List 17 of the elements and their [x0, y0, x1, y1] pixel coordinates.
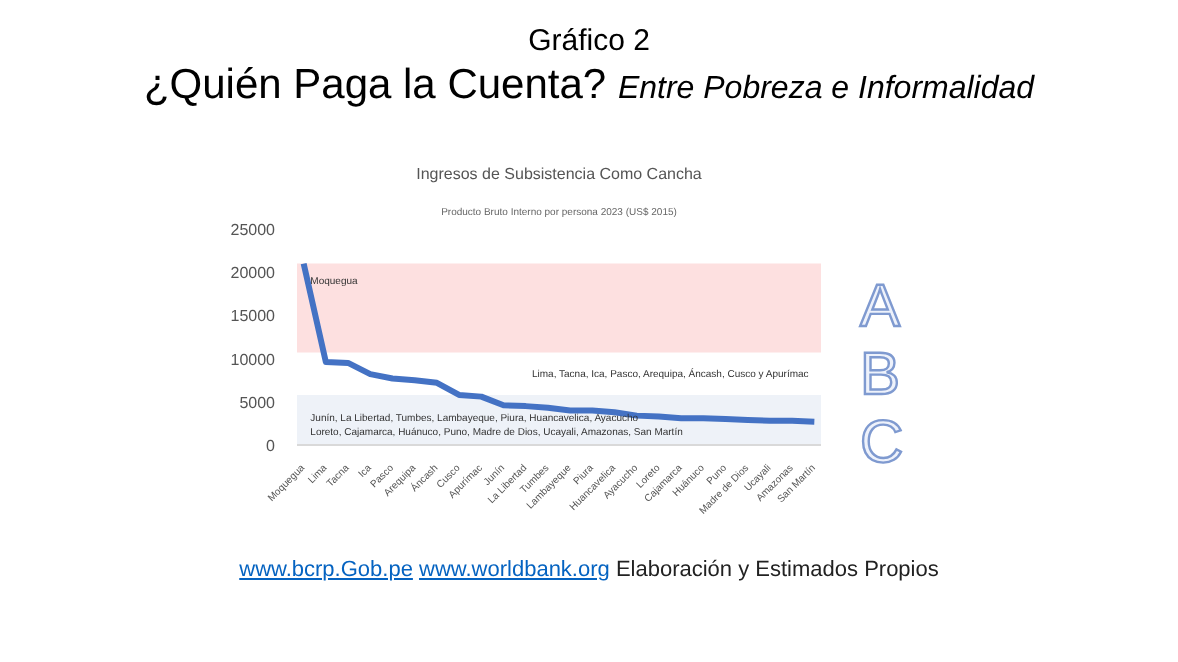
line-series [300, 260, 818, 425]
text: Entre Pobreza e Informalidad [617, 72, 1035, 106]
chart-title: Ingresos de Subsistencia Como Cancha [416, 165, 703, 183]
y-tick-label: 20000 [230, 264, 277, 283]
text: ¿Quién Paga la Cuenta? [143, 62, 607, 108]
y-tick-label: 5000 [239, 393, 277, 412]
y-tick-label: 25000 [230, 221, 277, 239]
y-tick-label: 0 [266, 437, 277, 455]
text: www.worldbank.org [419, 558, 610, 582]
text: www.bcrp.Gob.pe [239, 558, 413, 582]
text: B [860, 342, 901, 410]
text: A [860, 274, 901, 342]
y-tick-label: 10000 [230, 350, 277, 369]
text: Elaboración y Estimados Propios [615, 558, 939, 582]
text: Gráfico 2 [526, 24, 652, 60]
text: C [860, 410, 904, 478]
y-tick-label: 15000 [230, 307, 277, 326]
